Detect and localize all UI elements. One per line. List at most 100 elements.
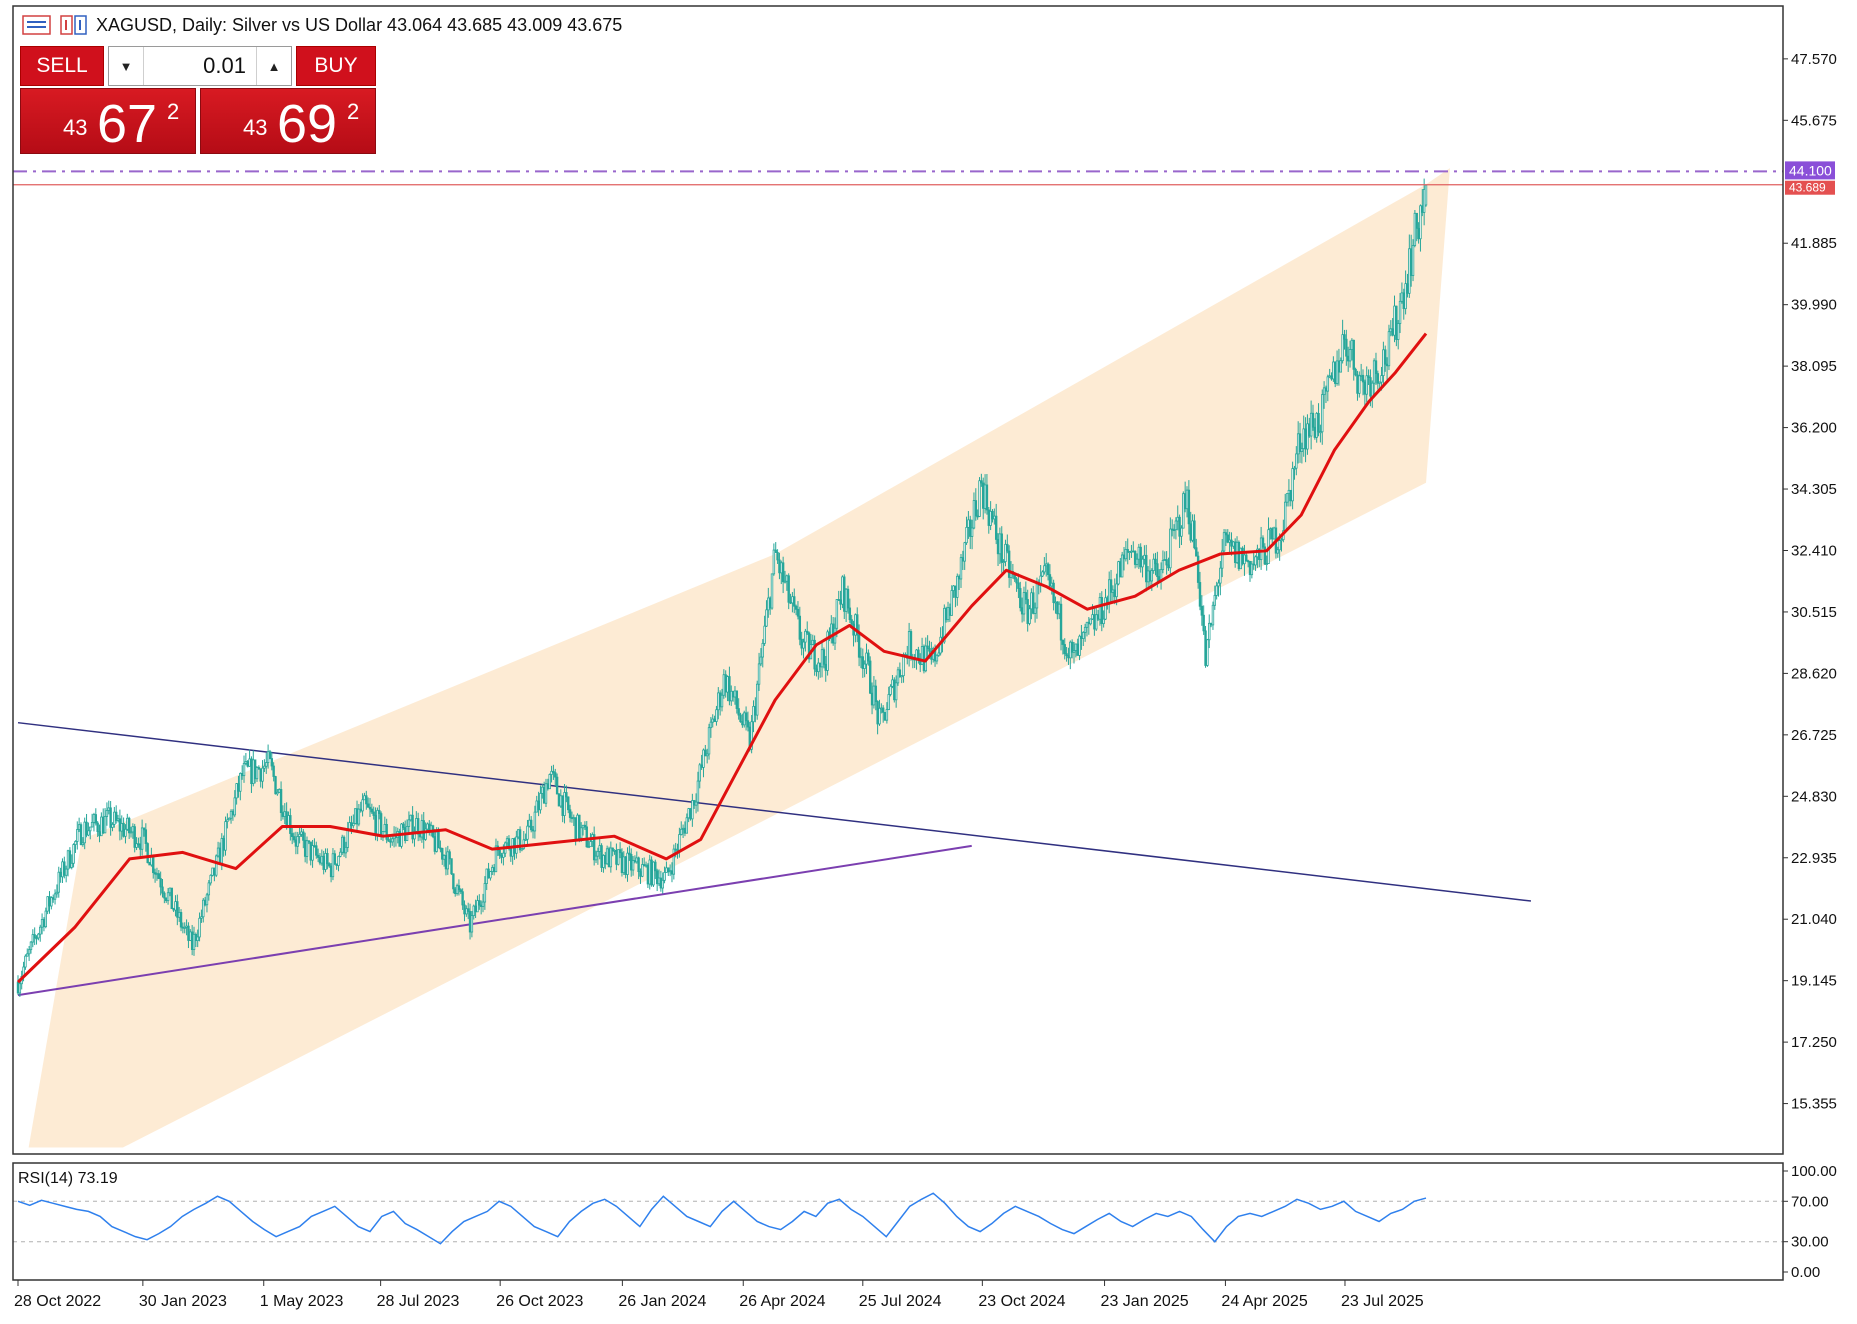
candle[interactable]: [326, 848, 329, 870]
candle[interactable]: [450, 858, 453, 875]
candle[interactable]: [1215, 581, 1218, 600]
candle[interactable]: [1395, 305, 1398, 347]
candle[interactable]: [850, 614, 853, 627]
candle[interactable]: [696, 771, 700, 812]
candle[interactable]: [585, 821, 588, 848]
candle[interactable]: [970, 519, 974, 550]
candle[interactable]: [861, 648, 865, 678]
candle[interactable]: [1343, 329, 1346, 350]
candle[interactable]: [1397, 319, 1400, 350]
candle[interactable]: [1361, 369, 1365, 396]
candle[interactable]: [1259, 526, 1263, 570]
candle[interactable]: [276, 788, 279, 796]
candle[interactable]: [57, 866, 60, 898]
candle[interactable]: [1211, 601, 1215, 630]
moving-average-line[interactable]: [16, 332, 1428, 984]
candle[interactable]: [1321, 389, 1324, 445]
candle[interactable]: [641, 858, 644, 878]
candle[interactable]: [739, 712, 742, 723]
candle[interactable]: [478, 894, 481, 910]
candle[interactable]: [357, 804, 361, 827]
candle[interactable]: [142, 827, 146, 837]
candle[interactable]: [161, 879, 164, 898]
candle[interactable]: [1180, 525, 1183, 546]
candle[interactable]: [311, 839, 314, 868]
candle[interactable]: [144, 823, 148, 852]
candle[interactable]: [994, 503, 998, 545]
candle[interactable]: [411, 806, 414, 844]
candle[interactable]: [578, 814, 581, 843]
candle[interactable]: [798, 606, 802, 646]
buy-price-button[interactable]: 43 69 2: [200, 88, 376, 154]
candle[interactable]: [44, 907, 47, 929]
candle[interactable]: [756, 680, 759, 720]
candle[interactable]: [743, 710, 746, 728]
candle[interactable]: [1354, 367, 1357, 377]
candle[interactable]: [1007, 545, 1011, 588]
candle[interactable]: [794, 604, 798, 616]
candle[interactable]: [96, 821, 99, 837]
candle[interactable]: [628, 845, 631, 861]
candle[interactable]: [90, 813, 94, 828]
candle[interactable]: [822, 647, 826, 669]
candle[interactable]: [1265, 555, 1268, 571]
candle[interactable]: [413, 826, 416, 847]
candle[interactable]: [489, 870, 492, 881]
candle[interactable]: [1061, 639, 1065, 655]
candle[interactable]: [353, 808, 357, 825]
candle[interactable]: [24, 954, 27, 970]
candle[interactable]: [883, 711, 887, 721]
candle[interactable]: [1219, 560, 1222, 596]
candle[interactable]: [87, 822, 90, 837]
lot-size-input[interactable]: [144, 47, 256, 85]
candle[interactable]: [1424, 184, 1428, 207]
candle[interactable]: [103, 808, 107, 834]
candle[interactable]: [215, 854, 218, 878]
candle[interactable]: [224, 816, 227, 856]
candle[interactable]: [341, 834, 344, 855]
candle[interactable]: [1263, 543, 1267, 566]
candle[interactable]: [804, 628, 807, 652]
candle[interactable]: [715, 705, 718, 726]
candle[interactable]: [1002, 559, 1005, 572]
candle[interactable]: [1387, 324, 1391, 371]
candle[interactable]: [704, 744, 707, 757]
candle[interactable]: [1300, 442, 1304, 464]
candle[interactable]: [956, 573, 959, 606]
candle[interactable]: [1317, 403, 1320, 437]
candle[interactable]: [39, 924, 42, 942]
candle[interactable]: [900, 675, 903, 684]
candle[interactable]: [765, 600, 768, 627]
candle[interactable]: [35, 935, 38, 945]
candle[interactable]: [342, 835, 346, 857]
candle[interactable]: [680, 821, 683, 836]
candle[interactable]: [315, 841, 318, 859]
candle[interactable]: [1200, 595, 1204, 626]
candle[interactable]: [307, 840, 311, 845]
candle[interactable]: [124, 824, 127, 844]
candle[interactable]: [959, 553, 963, 588]
candle[interactable]: [448, 849, 451, 865]
candle[interactable]: [268, 749, 272, 760]
candle[interactable]: [263, 759, 266, 773]
candle[interactable]: [1078, 634, 1081, 661]
candle[interactable]: [1059, 597, 1063, 651]
candle[interactable]: [205, 892, 209, 913]
candle[interactable]: [926, 635, 929, 660]
candle[interactable]: [1072, 641, 1076, 664]
candle[interactable]: [339, 848, 342, 858]
candle[interactable]: [1022, 586, 1026, 622]
candle[interactable]: [600, 843, 603, 873]
candle[interactable]: [1161, 550, 1165, 574]
candle[interactable]: [813, 635, 816, 676]
candle[interactable]: [242, 755, 246, 783]
candle[interactable]: [37, 932, 40, 941]
candle[interactable]: [365, 790, 368, 810]
candle[interactable]: [1102, 610, 1105, 628]
candle[interactable]: [1217, 579, 1220, 597]
candle[interactable]: [1298, 422, 1302, 463]
candle[interactable]: [552, 764, 555, 780]
candle[interactable]: [533, 805, 537, 839]
candle[interactable]: [481, 893, 485, 913]
candle[interactable]: [27, 946, 31, 962]
